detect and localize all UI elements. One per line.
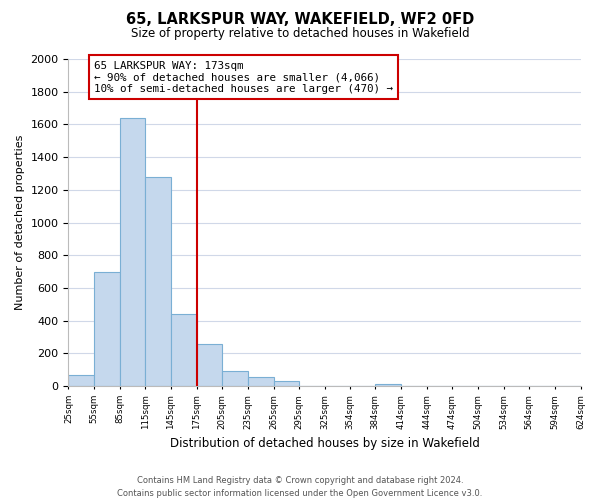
Bar (94, 272, 119, 386)
Text: Size of property relative to detached houses in Wakefield: Size of property relative to detached ho… (131, 28, 469, 40)
Bar (145, 177, 171, 386)
Bar (171, 314, 197, 386)
Bar (119, 118, 145, 386)
Y-axis label: Number of detached properties: Number of detached properties (15, 135, 25, 310)
Bar (274, 381, 299, 386)
Bar (248, 377, 274, 386)
Bar (222, 372, 248, 386)
X-axis label: Distribution of detached houses by size in Wakefield: Distribution of detached houses by size … (170, 437, 479, 450)
Text: 65 LARKSPUR WAY: 173sqm
← 90% of detached houses are smaller (4,066)
10% of semi: 65 LARKSPUR WAY: 173sqm ← 90% of detache… (94, 60, 393, 94)
Bar (197, 344, 222, 386)
Text: Contains HM Land Registry data © Crown copyright and database right 2024.
Contai: Contains HM Land Registry data © Crown c… (118, 476, 482, 498)
Text: 65, LARKSPUR WAY, WAKEFIELD, WF2 0FD: 65, LARKSPUR WAY, WAKEFIELD, WF2 0FD (126, 12, 474, 28)
Bar (68, 374, 94, 386)
Bar (376, 384, 401, 386)
